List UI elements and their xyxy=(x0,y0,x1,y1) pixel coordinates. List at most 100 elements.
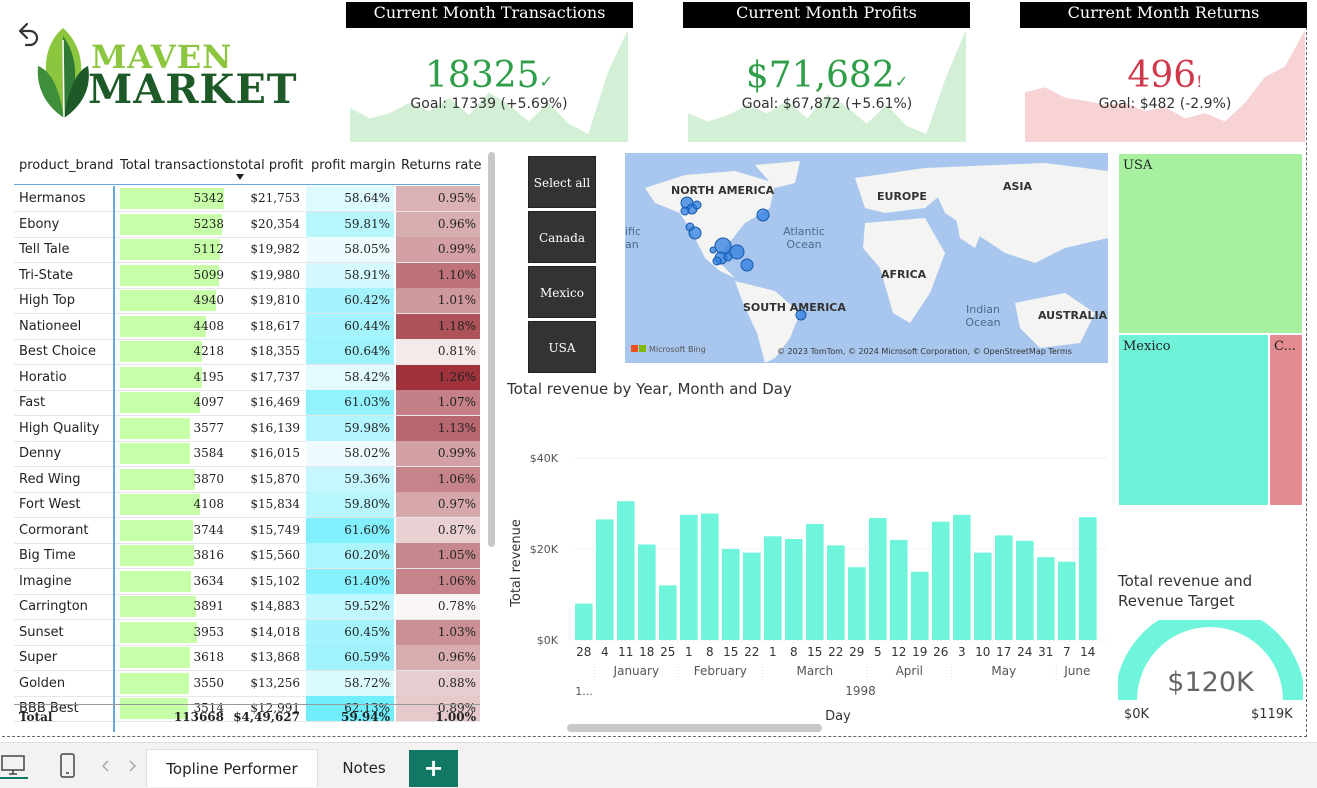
next-page-icon[interactable] xyxy=(126,759,138,773)
returns-heat-cell xyxy=(396,594,480,619)
table-row[interactable]: Sunset 3953 $14,018 60.45% 1.03% xyxy=(14,619,480,646)
slicer-mexico[interactable]: Mexico xyxy=(528,266,596,318)
add-page-button[interactable]: + xyxy=(409,750,458,787)
kpi-returns-title: Current Month Returns xyxy=(1020,2,1307,28)
table-row[interactable]: Golden 3550 $13,256 58.72% 0.88% xyxy=(14,670,480,697)
margin-heat-cell xyxy=(306,313,394,339)
transactions-value: 3891 xyxy=(193,599,224,613)
table-row[interactable]: Fort West 4108 $15,834 59.80% 0.97% xyxy=(14,492,480,518)
profit-value: $16,469 xyxy=(250,395,300,409)
table-vertical-scrollbar[interactable] xyxy=(488,152,495,547)
transactions-value: 3584 xyxy=(193,446,224,460)
revenue-bar xyxy=(680,514,698,640)
header-profit-margin[interactable]: profit margin xyxy=(311,158,396,173)
desktop-view-icon[interactable] xyxy=(0,753,28,779)
table-row[interactable]: Hermanos 5342 $21,753 58.64% 0.95% xyxy=(14,186,480,212)
brand-name: High Top xyxy=(19,293,75,308)
store-bubbles[interactable] xyxy=(625,153,1108,363)
revenue-bar xyxy=(806,524,824,640)
transactions-value: 3816 xyxy=(193,548,224,562)
header-total-transactions[interactable]: Total transactions xyxy=(120,158,235,173)
treemap-usa[interactable]: USA xyxy=(1118,153,1303,334)
table-row[interactable]: Imagine 3634 $15,102 61.40% 1.06% xyxy=(14,568,480,595)
margin-heat-cell xyxy=(306,543,394,568)
revenue-bar xyxy=(785,539,803,640)
margin-heat-cell xyxy=(306,237,394,262)
gauge-value: $120K xyxy=(1167,667,1254,698)
table-row[interactable]: Denny 3584 $16,015 58.02% 0.99% xyxy=(14,441,480,467)
revenue-bar xyxy=(1058,561,1076,640)
profit-value: $16,015 xyxy=(250,446,300,460)
chart-horizontal-scrollbar[interactable] xyxy=(567,724,822,732)
returns-heat-cell xyxy=(396,262,480,288)
brand-name: Carrington xyxy=(19,599,88,614)
map-label-africa: AFRICA xyxy=(881,268,927,281)
profit-value: $21,753 xyxy=(250,191,300,205)
sparkline-area xyxy=(688,30,966,142)
revenue-bar xyxy=(974,552,992,640)
table-row[interactable]: Super 3618 $13,868 60.59% 0.96% xyxy=(14,645,480,671)
map-attribution[interactable]: © 2023 TomTom, © 2024 Microsoft Corporat… xyxy=(777,347,1072,356)
table-row[interactable]: Red Wing 3870 $15,870 59.36% 1.06% xyxy=(14,466,480,493)
profit-value: $19,980 xyxy=(250,267,300,282)
slicer-usa[interactable]: USA xyxy=(528,321,596,373)
back-arrow-icon[interactable] xyxy=(13,20,41,48)
total-transactions: 113668 xyxy=(173,710,224,724)
slicer-select-all[interactable]: Select all xyxy=(528,156,596,208)
table-row[interactable]: BBB Best 3514 $12,991 62.13% 0.89% xyxy=(14,696,480,722)
table-row[interactable]: Nationeel 4408 $18,617 60.44% 1.18% xyxy=(14,313,480,340)
gauge-min: $0K xyxy=(1124,707,1150,722)
returns-heat-cell xyxy=(396,288,480,313)
day-tick-label: 8 xyxy=(790,645,798,659)
treemap-mexico[interactable]: Mexico xyxy=(1118,334,1269,506)
table-row[interactable]: Ebony 5238 $20,354 59.81% 0.96% xyxy=(14,211,480,238)
revenue-bar xyxy=(1037,557,1055,640)
header-returns-rate[interactable]: Returns rate xyxy=(401,158,482,173)
kpi-returns-value: 496! xyxy=(1127,55,1203,96)
returns-heat-cell xyxy=(396,619,480,645)
store-location-map[interactable]: NORTH AMERICA EUROPE ASIA AFRICA SOUTH A… xyxy=(625,153,1108,363)
table-row[interactable]: Horatio 4195 $17,737 58.42% 1.26% xyxy=(14,364,480,391)
margin-value: 58.02% xyxy=(344,446,390,460)
month-label: January xyxy=(613,664,660,678)
total-label: Total xyxy=(19,710,53,724)
table-row[interactable]: Big Time 3816 $15,560 60.20% 1.05% xyxy=(14,543,480,569)
sort-desc-icon[interactable] xyxy=(235,173,245,181)
returns-rate-value: 0.96% xyxy=(437,216,476,231)
header-product-brand[interactable]: product_brand xyxy=(19,158,114,173)
month-label: June xyxy=(1063,664,1090,678)
margin-heat-cell xyxy=(306,339,394,364)
day-tick-label: 7 xyxy=(1063,645,1071,659)
revenue-gauge[interactable] xyxy=(1118,620,1303,726)
slicer-canada[interactable]: Canada xyxy=(528,211,596,263)
day-tick-label: 4 xyxy=(601,645,609,659)
table-row[interactable]: Fast 4097 $16,469 61.03% 1.07% xyxy=(14,390,480,416)
map-label-europe: EUROPE xyxy=(877,190,927,203)
y-axis-title: Total revenue xyxy=(509,519,524,608)
returns-heat-cell xyxy=(396,313,480,339)
previous-page-icon[interactable] xyxy=(100,759,112,773)
profit-value: $13,868 xyxy=(250,650,300,664)
table-row[interactable]: Carrington 3891 $14,883 59.52% 0.78% xyxy=(14,594,480,620)
profit-value: $15,749 xyxy=(250,522,300,537)
brand-name: Denny xyxy=(19,446,62,461)
treemap-canada[interactable]: C... xyxy=(1269,334,1303,506)
table-row[interactable]: High Quality 3577 $16,139 59.98% 1.13% xyxy=(14,415,480,442)
margin-heat-cell xyxy=(306,364,394,390)
margin-value: 59.80% xyxy=(344,497,390,511)
brand-name: Super xyxy=(19,650,58,665)
transactions-bar xyxy=(120,213,222,235)
table-row[interactable]: Tell Tale 5112 $19,982 58.05% 0.99% xyxy=(14,237,480,263)
header-total-profit[interactable]: total profit xyxy=(235,158,304,173)
table-row[interactable]: Best Choice 4218 $18,355 60.64% 0.81% xyxy=(14,339,480,365)
table-row[interactable]: Cormorant 3744 $15,749 61.60% 0.87% xyxy=(14,517,480,544)
transactions-value: 4108 xyxy=(193,497,224,511)
brand-name: Tell Tale xyxy=(19,242,70,257)
tab-topline-performer[interactable]: Topline Performer xyxy=(146,749,318,787)
table-row[interactable]: Tri-State 5099 $19,980 58.91% 1.10% xyxy=(14,262,480,289)
table-row[interactable]: High Top 4940 $19,810 60.42% 1.01% xyxy=(14,288,480,314)
mobile-view-icon[interactable] xyxy=(58,753,78,779)
tab-notes[interactable]: Notes xyxy=(342,759,386,777)
transactions-bar xyxy=(120,264,219,286)
